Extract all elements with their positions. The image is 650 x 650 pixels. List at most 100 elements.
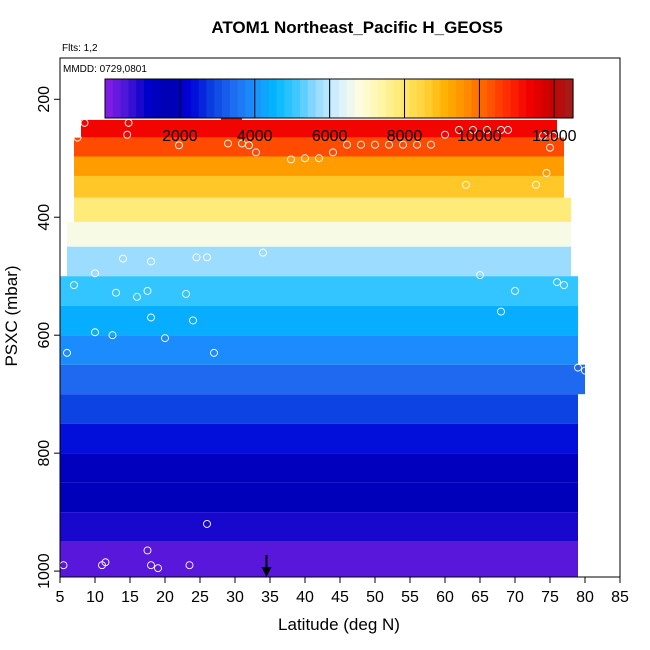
colorbar-swatch <box>362 79 371 118</box>
x-tick-label: 30 <box>226 589 244 606</box>
x-tick-label: 25 <box>191 589 209 606</box>
obs-point <box>399 140 407 149</box>
heat-row-13 <box>60 423 578 454</box>
obs-point <box>315 154 323 163</box>
x-tick-label: 5 <box>56 589 65 606</box>
colorbar-swatch <box>323 79 332 118</box>
colorbar-swatch <box>315 79 324 118</box>
colorbar-swatch <box>534 79 543 118</box>
x-axis-label: Latitude (deg N) <box>278 615 400 634</box>
colorbar-swatch <box>346 79 356 118</box>
obs-point <box>511 287 519 295</box>
x-tick-label: 70 <box>506 589 524 606</box>
obs-point <box>469 126 477 134</box>
obs-point <box>147 561 155 570</box>
colorbar-swatch <box>214 79 223 118</box>
obs-point <box>185 561 194 570</box>
colorbar-swatch <box>276 79 285 118</box>
obs-point <box>70 281 78 290</box>
colorbar-swatch <box>159 79 168 118</box>
colorbar-swatch <box>128 79 137 118</box>
obs-point <box>357 140 365 149</box>
obs-point <box>441 130 449 139</box>
heat-row-5 <box>74 197 571 222</box>
colorbar-swatch <box>144 79 153 118</box>
heat-row-3 <box>74 156 564 176</box>
colorbar-swatch <box>541 79 551 118</box>
x-tick-label: 35 <box>261 589 279 606</box>
obs-point <box>483 126 491 134</box>
colorbar-swatch <box>463 79 473 118</box>
obs-point <box>119 254 127 263</box>
colorbar-swatch <box>565 79 574 118</box>
x-tick-label: 80 <box>576 589 594 606</box>
colorbar-tick-label: 4000 <box>237 128 273 145</box>
x-tick-label: 85 <box>611 589 629 606</box>
obs-point <box>259 248 267 257</box>
obs-point <box>301 154 309 163</box>
heat-row-16 <box>60 512 578 542</box>
obs-point <box>553 278 561 287</box>
colorbar-swatch <box>284 79 293 118</box>
obs-point <box>462 180 470 189</box>
obs-point <box>143 546 152 555</box>
heat-row-15 <box>60 482 578 513</box>
colorbar-swatch <box>440 79 449 118</box>
x-tick-label: 10 <box>86 589 104 606</box>
obs-point <box>343 140 351 149</box>
colorbar-swatch <box>292 79 301 118</box>
colorbar-tick-label: 8000 <box>387 128 423 145</box>
y-tick-label: 400 <box>36 204 53 231</box>
colorbar-swatch <box>354 79 363 118</box>
colorbar-swatch <box>487 79 496 118</box>
obs-point <box>124 118 133 127</box>
obs-point <box>560 281 568 290</box>
y-tick-label: 200 <box>36 86 53 113</box>
y-tick-label: 1000 <box>36 553 53 589</box>
chart-title: ATOM1 Northeast_Pacific H_GEOS5 <box>211 18 502 37</box>
obs-point <box>287 155 295 164</box>
heat-row-6 <box>67 221 571 247</box>
colorbar: 2000 4000 6000 8000 10000 12000 <box>104 78 577 145</box>
obs-point <box>581 366 589 375</box>
obs-point <box>91 328 99 337</box>
obs-point <box>210 348 218 357</box>
flights-note: Flts: 1,2 <box>62 43 98 54</box>
obs-point <box>329 148 337 157</box>
obs-point <box>133 292 141 301</box>
obs-point <box>80 118 89 127</box>
obs-point <box>73 133 82 142</box>
location-arrow-head <box>261 567 272 577</box>
y-tick-label: 600 <box>36 322 53 349</box>
colorbar-swatch <box>432 79 441 118</box>
obs-point <box>245 141 253 150</box>
obs-point <box>371 140 379 149</box>
obs-point <box>147 313 155 322</box>
heat-row-1 <box>81 119 557 138</box>
colorbar-swatch <box>479 79 488 118</box>
y-axis-label: PSXC (mbar) <box>2 265 21 366</box>
colorbar-swatch <box>136 79 145 118</box>
colorbar-swatch <box>268 79 278 118</box>
x-tick-label: 45 <box>331 589 349 606</box>
heat-row-9 <box>60 305 578 336</box>
colorbar-swatch <box>417 79 426 118</box>
obs-point <box>203 519 211 528</box>
obs-point <box>189 316 197 325</box>
colorbar-swatch <box>167 79 176 118</box>
obs-point <box>192 253 201 262</box>
obs-point <box>549 131 558 140</box>
colorbar-swatch <box>456 79 465 118</box>
colorbar-swatch <box>510 79 519 118</box>
obs-point <box>413 140 421 149</box>
x-tick-label: 20 <box>156 589 174 606</box>
obs-point <box>175 141 183 150</box>
obs-point <box>455 126 463 134</box>
colorbar-swatch <box>183 79 192 118</box>
colorbar-swatch <box>151 79 161 118</box>
colorbar-tick-label: 6000 <box>312 128 348 145</box>
colorbar-swatch <box>307 79 317 118</box>
colorbar-swatch <box>370 79 379 118</box>
obs-point <box>532 180 540 189</box>
